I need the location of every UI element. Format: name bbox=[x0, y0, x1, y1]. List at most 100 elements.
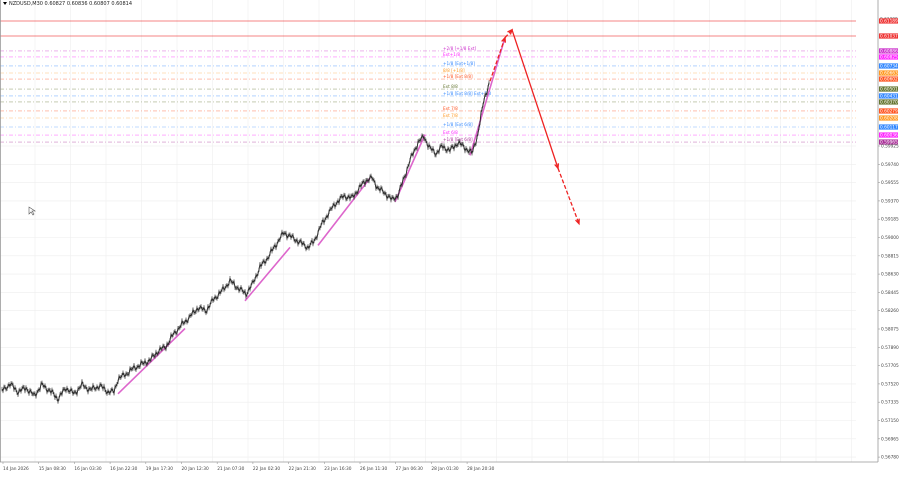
forecast-segment bbox=[511, 29, 559, 169]
level-price-text: 0.59965 bbox=[880, 140, 898, 146]
time-tick: 14 Jan 2026 bbox=[3, 466, 29, 472]
level-price-text: 0.60208 bbox=[880, 116, 898, 122]
time-tick: 28 Jan 01:30 bbox=[431, 466, 458, 472]
price-tick: 0.57890 bbox=[881, 345, 899, 351]
level-annotation: Ext 7/8 bbox=[443, 106, 458, 111]
level-price-text: 0.60501 bbox=[880, 87, 898, 93]
time-tick: 26 Jan 11:30 bbox=[360, 466, 387, 472]
time-tick: 28 Jan 20:30 bbox=[467, 466, 494, 472]
level-annotation: +1/8 [Ext+1/8] bbox=[443, 61, 475, 66]
level-price-text: 0.60279 bbox=[880, 108, 898, 114]
level-price-text: 0.60117 bbox=[880, 125, 898, 131]
forecast-segment bbox=[557, 168, 580, 224]
level-annotation: +1/8 [Ext 8/8] Ext+1/8 bbox=[443, 91, 491, 96]
arrowhead-icon bbox=[575, 218, 580, 226]
grid-lines bbox=[0, 0, 856, 462]
axes bbox=[0, 0, 879, 463]
level-annotation: Ext 6/8 bbox=[443, 130, 458, 135]
price-axis-labels[interactable]: 0.612090.611890.610370.608860.608250.607… bbox=[878, 16, 899, 461]
level-price-badge bbox=[879, 76, 898, 82]
level-annotations: +2/8 [+1/8 Ext]Ext+1/8 +1/8 [Ext+1/8] 8/8 … bbox=[443, 46, 491, 142]
level-price-badge bbox=[879, 18, 898, 24]
level-annotation: +2/8 [+1/8 Ext] bbox=[443, 46, 477, 51]
trendlines[interactable] bbox=[117, 37, 506, 395]
arrowhead-icon bbox=[501, 36, 506, 43]
trendline[interactable] bbox=[317, 177, 371, 246]
level-price-badge bbox=[879, 124, 898, 130]
level-price-badge bbox=[879, 93, 898, 99]
level-annotation: Ext+1/8 bbox=[443, 52, 460, 57]
time-tick: 21 Jan 07:30 bbox=[217, 466, 244, 472]
level-price-badge bbox=[879, 115, 898, 121]
price-tick: 0.58445 bbox=[881, 290, 899, 296]
level-annotation: Ext 7/8 bbox=[443, 113, 458, 118]
time-tick: 22 Jan 21:30 bbox=[289, 466, 316, 472]
level-price-badge bbox=[879, 139, 898, 145]
level-price-badge bbox=[879, 86, 898, 92]
price-tick: 0.58260 bbox=[881, 308, 899, 314]
time-tick: 20 Jan 12:30 bbox=[182, 466, 209, 472]
price-tick: 0.59925 bbox=[881, 144, 899, 150]
price-tick: 0.59370 bbox=[881, 198, 899, 204]
price-tick: 0.56780 bbox=[881, 455, 899, 461]
level-price-text: 0.61189 bbox=[880, 18, 898, 24]
level-price-badge bbox=[879, 33, 898, 39]
time-tick: 19 Jan 17:30 bbox=[146, 466, 173, 472]
time-axis-labels[interactable]: 14 Jan 2026 15 Jan 08:30 16 Jan 03:30 16 Ja… bbox=[2, 462, 495, 472]
level-price-badge bbox=[879, 132, 898, 138]
level-price-text: 0.60602 bbox=[880, 77, 898, 83]
price-tick: 0.58630 bbox=[881, 272, 899, 278]
level-price-badge bbox=[879, 48, 898, 54]
level-price-badge bbox=[879, 70, 898, 76]
level-price-text: 0.60663 bbox=[880, 70, 898, 76]
price-tick: 0.57520 bbox=[881, 381, 899, 387]
level-annotation: +1/8 [Ext 8/8] bbox=[443, 74, 473, 79]
level-annotation: +1/8 [Ext 6/8] bbox=[443, 137, 473, 142]
level-price-text: 0.60370 bbox=[880, 99, 898, 105]
time-tick: 16 Jan 22:30 bbox=[110, 466, 137, 472]
forecast-segment bbox=[489, 37, 506, 82]
forecast-segment bbox=[504, 29, 513, 39]
price-tick: 0.57150 bbox=[881, 418, 899, 424]
level-price-badge bbox=[879, 63, 898, 69]
level-price-text: 0.60825 bbox=[880, 54, 898, 60]
price-tick: 0.59000 bbox=[881, 235, 899, 241]
forecast-arrow[interactable] bbox=[489, 28, 580, 226]
price-tick: 0.58075 bbox=[881, 327, 899, 333]
price-tick: 0.59740 bbox=[881, 162, 899, 168]
level-price-text: 0.60734 bbox=[880, 63, 898, 69]
level-lines bbox=[0, 20, 856, 143]
level-annotation: +1/8 [Ext 6/8] bbox=[443, 122, 473, 127]
trendline[interactable] bbox=[394, 134, 426, 203]
price-tick: 0.57705 bbox=[881, 363, 899, 369]
chart-title: NZDUSD,M30 0.60827 0.60836 0.60807 0.608… bbox=[3, 1, 132, 7]
level-price-text: 0.61037 bbox=[880, 34, 898, 40]
price-tick: 0.57335 bbox=[881, 400, 899, 406]
level-annotation: Ext 8/8 bbox=[443, 84, 458, 89]
price-series bbox=[1, 80, 490, 404]
level-price-badge bbox=[879, 54, 898, 60]
level-annotation: 8/8 [+1/8] bbox=[443, 68, 465, 73]
mouse-cursor-icon bbox=[28, 206, 36, 216]
price-tick: 0.59555 bbox=[881, 180, 899, 186]
level-price-badge bbox=[879, 108, 898, 114]
trendline[interactable] bbox=[469, 37, 506, 156]
trendline[interactable] bbox=[117, 327, 186, 395]
symbol-ohlc-text: NZDUSD,M30 0.60827 0.60836 0.60807 0.608… bbox=[9, 1, 133, 7]
time-tick: 23 Jan 16:30 bbox=[324, 466, 351, 472]
level-price-badge bbox=[879, 99, 898, 105]
trendline[interactable] bbox=[244, 246, 291, 302]
level-price-text: 0.60431 bbox=[880, 93, 898, 99]
symbol-dropdown-icon[interactable] bbox=[3, 2, 7, 5]
level-price-text: 0.60886 bbox=[880, 48, 898, 54]
price-tick: 0.59185 bbox=[881, 217, 899, 223]
time-tick: 16 Jan 03:30 bbox=[74, 466, 101, 472]
time-tick: 15 Jan 08:30 bbox=[39, 466, 66, 472]
price-tick: 0.56965 bbox=[881, 436, 899, 442]
time-tick: 27 Jan 06:30 bbox=[396, 466, 423, 472]
time-tick: 22 Jan 02:30 bbox=[253, 466, 280, 472]
level-price-text: 0.60036 bbox=[880, 133, 898, 139]
price-tick: 0.58815 bbox=[881, 253, 899, 259]
